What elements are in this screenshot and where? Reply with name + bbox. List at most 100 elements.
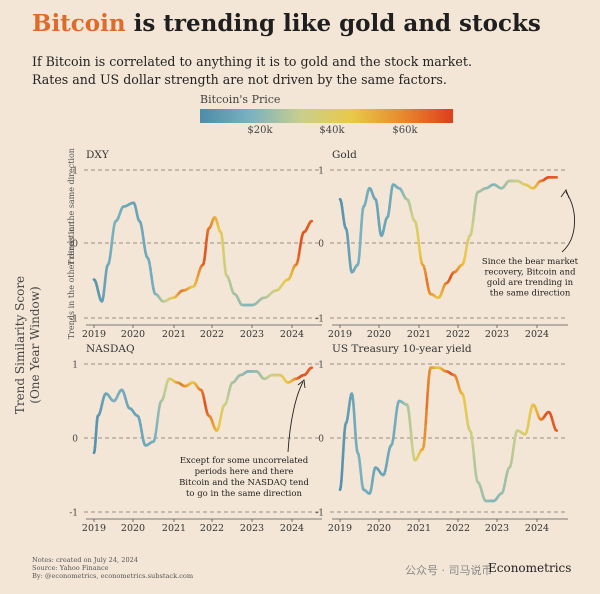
series-segment <box>407 411 412 424</box>
x-tick-label: 2020 <box>121 523 145 534</box>
y-tick-label: 0 <box>318 435 324 445</box>
series-segment <box>409 431 414 445</box>
data-point <box>240 374 242 376</box>
x-tick-label: 2019 <box>328 329 352 340</box>
x-tick-label: 2024 <box>280 523 304 534</box>
series-segment <box>354 433 358 446</box>
annotation-nasdaq-line: periods here and there <box>195 467 294 477</box>
y-label-same: Trends in the same direction <box>67 148 76 265</box>
data-point <box>144 444 146 446</box>
annotation-gold-line: the same direction <box>490 289 571 299</box>
data-point <box>242 304 244 306</box>
series-segment <box>358 234 362 249</box>
x-tick-label: 2019 <box>82 329 106 340</box>
y-tick-label: -1 <box>69 315 78 325</box>
data-point <box>115 220 117 222</box>
y-tick-label: 1 <box>72 167 78 177</box>
data-point <box>369 187 371 189</box>
data-point <box>160 400 162 402</box>
data-point <box>234 293 236 295</box>
data-point <box>192 286 194 288</box>
title-accent: Bitcoin <box>32 10 126 37</box>
series-segment <box>221 244 225 256</box>
data-point <box>501 187 503 189</box>
data-point <box>345 227 347 229</box>
data-point <box>406 198 408 200</box>
series-segment <box>341 442 345 458</box>
y-tick-label: 1 <box>318 167 324 177</box>
series-segment <box>352 410 357 425</box>
data-point <box>453 374 455 376</box>
legend-color-bar <box>200 109 453 123</box>
x-tick-label: 2021 <box>162 329 186 340</box>
y-tick-label: -1 <box>315 509 324 519</box>
y-tick-label: 0 <box>318 240 324 250</box>
data-point <box>392 184 394 186</box>
x-tick-label: 2021 <box>162 523 186 534</box>
data-point <box>311 220 313 222</box>
series-segment <box>155 420 159 431</box>
subtitle-line-1: If Bitcoin is correlated to anything it … <box>32 54 472 69</box>
annotation-gold-line: gold are trending in <box>487 278 574 288</box>
series-segment <box>472 455 477 468</box>
data-point <box>374 467 376 469</box>
data-point <box>202 264 204 266</box>
data-point <box>295 378 297 380</box>
data-point <box>508 467 510 469</box>
data-point <box>113 400 115 402</box>
data-point <box>216 430 218 432</box>
data-point <box>339 198 341 200</box>
series-segment <box>351 400 356 414</box>
data-point <box>382 474 384 476</box>
data-point <box>438 297 440 299</box>
legend-ticks: $20k $40k $60k <box>200 123 460 137</box>
data-point <box>493 184 495 186</box>
data-point <box>247 370 249 372</box>
x-tick-label: 2019 <box>82 523 106 534</box>
series-segment <box>472 204 477 216</box>
data-point <box>255 370 257 372</box>
x-tick-label: 2022 <box>446 329 470 340</box>
x-tick-label: 2023 <box>240 329 264 340</box>
data-point <box>271 374 273 376</box>
data-point <box>508 180 510 182</box>
data-point <box>398 400 400 402</box>
subtitle-line-2: Rates and US dollar strength are not dri… <box>32 72 447 87</box>
data-point <box>345 422 347 424</box>
data-point <box>556 430 558 432</box>
data-point <box>339 489 341 491</box>
data-point <box>357 264 359 266</box>
x-tick-label: 2022 <box>446 523 470 534</box>
data-point <box>374 198 376 200</box>
series-segment <box>360 213 364 226</box>
data-point <box>121 389 123 391</box>
x-tick-label: 2024 <box>280 329 304 340</box>
data-point <box>390 444 392 446</box>
y-tick-label: 1 <box>72 361 78 371</box>
data-point <box>406 404 408 406</box>
data-point <box>208 227 210 229</box>
panel-title: US Treasury 10-year yield <box>332 343 472 355</box>
legend-title: Bitcoin's Price <box>200 93 281 106</box>
series-segment <box>427 369 431 381</box>
series-segment <box>426 378 430 395</box>
series-segment <box>417 241 422 253</box>
data-point <box>369 493 371 495</box>
series-segment <box>554 428 559 432</box>
data-point <box>477 481 479 483</box>
data-point <box>524 433 526 435</box>
x-tick-label: 2020 <box>121 329 145 340</box>
series-segment <box>408 420 413 434</box>
data-point <box>363 206 365 208</box>
data-point <box>303 231 305 233</box>
data-point <box>129 407 131 409</box>
data-point <box>182 289 184 291</box>
data-point <box>524 184 526 186</box>
series-segment <box>346 240 351 252</box>
data-point <box>123 206 125 208</box>
annotation-nasdaq-line: to go in the same direction <box>186 489 303 499</box>
x-tick-label: 2022 <box>200 523 224 534</box>
data-point <box>176 382 178 384</box>
